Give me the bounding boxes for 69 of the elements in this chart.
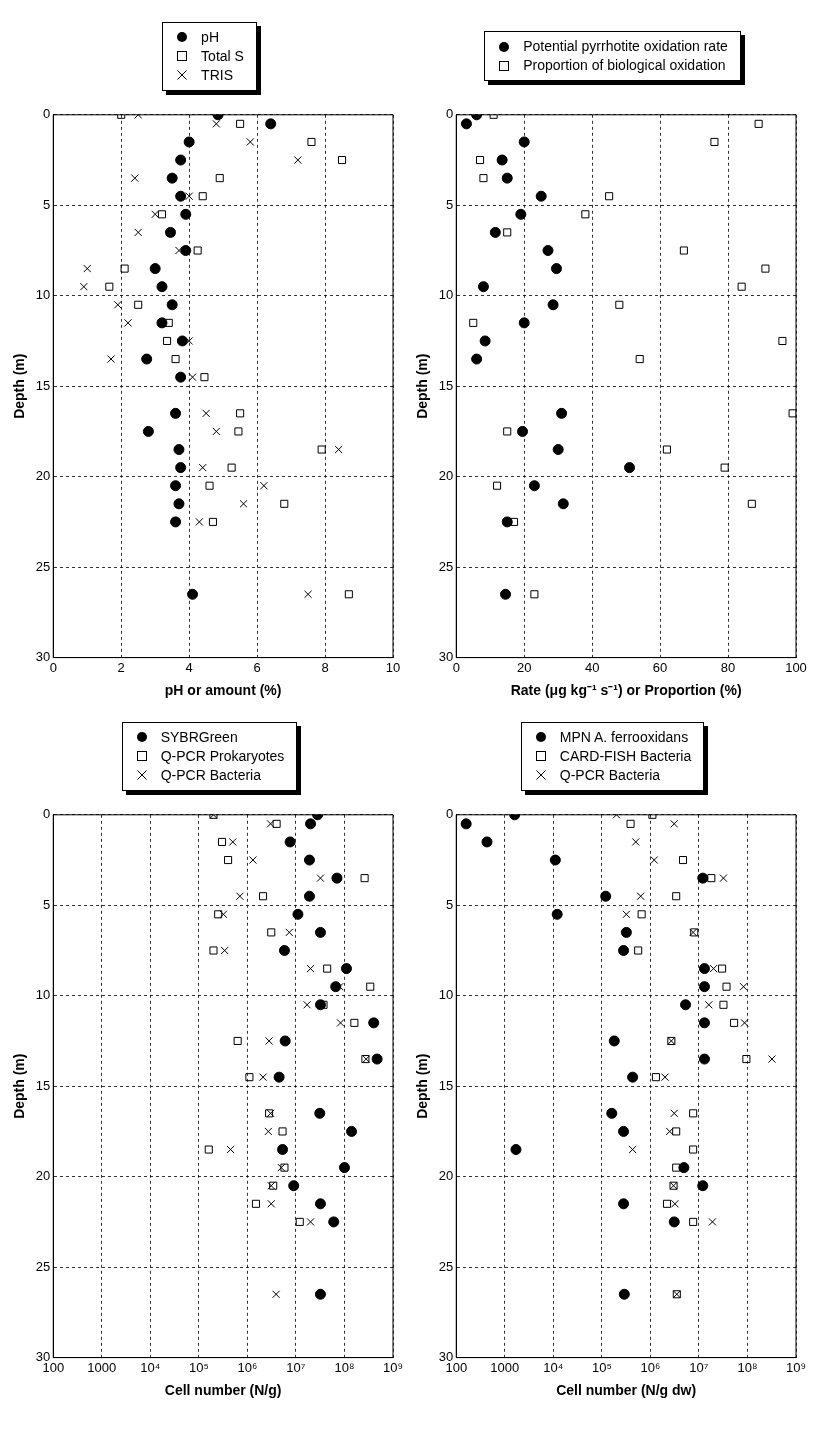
legend-label: Potential pyrrhotite oxidation rate <box>523 37 728 56</box>
y-tick-label: 0 <box>43 106 51 122</box>
x-tick-label: 10⁸ <box>334 1359 355 1375</box>
legend-label: pH <box>201 27 219 47</box>
x-tick-label: 10⁸ <box>737 1359 758 1375</box>
x-tick-label: 10⁶ <box>237 1359 258 1375</box>
y-tick-label: 5 <box>43 196 51 212</box>
x-tick-label: 80 <box>720 659 736 675</box>
x-tick-label: 20 <box>516 659 532 675</box>
y-axis-title: Depth (m) <box>11 1053 28 1119</box>
y-tick-label: 30 <box>438 649 454 665</box>
x-axis-title: Rate (μg kg⁻¹ s⁻¹) or Proportion (%) <box>510 682 742 699</box>
y-axis-title: Depth (m) <box>11 353 28 419</box>
legend-label: SYBRGreen <box>160 727 238 747</box>
legend-label: Q-PCR Bacteria <box>160 765 261 785</box>
x-tick-label: 100 <box>785 659 807 675</box>
y-tick-label: 15 <box>438 1077 454 1093</box>
y-tick-label: 0 <box>446 106 454 122</box>
x-tick-label: 1000 <box>87 1359 117 1375</box>
x-tick-label: 10⁴ <box>543 1359 564 1375</box>
x-tick-label: 6 <box>253 659 261 675</box>
y-tick-label: 0 <box>43 806 51 822</box>
legend-label: Total S <box>201 46 244 66</box>
y-tick-label: 5 <box>446 196 454 212</box>
y-tick-label: 20 <box>438 1168 454 1184</box>
y-axis-title: Depth (m) <box>414 353 431 419</box>
x-tick-label: 2 <box>117 659 125 675</box>
y-tick-label: 25 <box>438 1258 454 1274</box>
legend-label: TRIS <box>201 65 233 85</box>
x-axis-title: Cell number (N/g) <box>164 1382 282 1399</box>
legend-label: Proportion of biological oxidation <box>523 56 726 75</box>
legend-label: MPN A. ferrooxidans <box>559 727 689 747</box>
y-tick-label: 15 <box>35 1077 51 1093</box>
y-tick-label: 0 <box>446 806 454 822</box>
y-tick-label: 25 <box>35 1258 51 1274</box>
x-axis-title: Cell number (N/g dw) <box>556 1382 697 1399</box>
x-tick-label: 10⁶ <box>640 1359 661 1375</box>
x-tick-label: 10⁹ <box>785 1359 807 1375</box>
y-tick-label: 10 <box>35 287 51 303</box>
x-tick-label: 4 <box>185 659 193 675</box>
x-tick-label: 10⁵ <box>188 1359 209 1375</box>
y-tick-label: 20 <box>35 468 51 484</box>
y-tick-label: 10 <box>438 287 454 303</box>
y-tick-label: 5 <box>446 896 454 912</box>
x-tick-label: 60 <box>652 659 668 675</box>
y-tick-label: 10 <box>35 987 51 1003</box>
x-tick-label: 8 <box>321 659 329 675</box>
x-tick-label: 10⁷ <box>689 1359 709 1375</box>
y-tick-label: 20 <box>35 1168 51 1184</box>
x-tick-label: 10⁹ <box>382 1359 404 1375</box>
y-tick-label: 30 <box>35 649 51 665</box>
x-tick-label: 10⁵ <box>591 1359 612 1375</box>
y-tick-label: 5 <box>43 896 51 912</box>
y-tick-label: 20 <box>438 468 454 484</box>
x-tick-label: 10⁴ <box>140 1359 161 1375</box>
legend-label: CARD-FISH Bacteria <box>559 746 692 766</box>
x-tick-label: 10⁷ <box>286 1359 306 1375</box>
legend-label: Q-PCR Bacteria <box>559 765 661 785</box>
y-tick-label: 25 <box>438 558 454 574</box>
y-axis-title: Depth (m) <box>414 1053 431 1119</box>
y-tick-label: 10 <box>438 987 454 1003</box>
y-tick-label: 25 <box>35 558 51 574</box>
y-tick-label: 15 <box>35 377 51 393</box>
x-axis-title: pH or amount (%) <box>164 682 282 699</box>
x-tick-label: 40 <box>584 659 600 675</box>
legend-label: Q-PCR Prokaryotes <box>160 746 285 766</box>
x-tick-label: 1000 <box>490 1359 520 1375</box>
x-tick-label: 10 <box>385 659 401 675</box>
y-tick-label: 15 <box>438 377 454 393</box>
